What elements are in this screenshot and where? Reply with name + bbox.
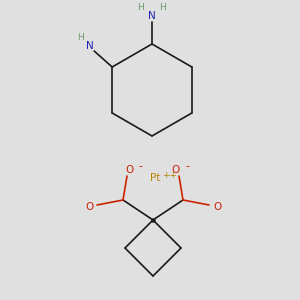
Text: H: H (77, 32, 83, 41)
Text: O: O (85, 202, 93, 212)
Text: H: H (160, 4, 167, 13)
Text: H: H (138, 4, 144, 13)
Text: O: O (172, 165, 180, 175)
Text: -: - (185, 161, 189, 171)
Text: ++: ++ (163, 170, 178, 179)
Text: N: N (148, 11, 156, 21)
Text: Pt: Pt (150, 173, 160, 183)
Text: O: O (126, 165, 134, 175)
Text: N: N (86, 41, 94, 51)
Text: O: O (213, 202, 221, 212)
Text: -: - (138, 161, 142, 171)
